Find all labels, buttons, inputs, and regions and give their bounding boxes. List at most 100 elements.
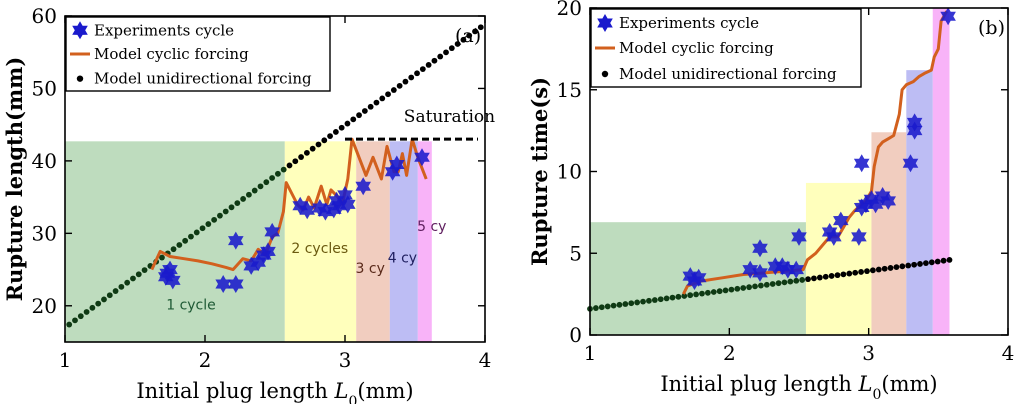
unidirectional-dot bbox=[592, 305, 599, 311]
unidirectional-dot bbox=[763, 281, 770, 288]
unidirectional-dot bbox=[373, 99, 380, 106]
unidirectional-dot bbox=[869, 267, 876, 274]
x-tick-label: 3 bbox=[862, 341, 875, 365]
unidirectional-dot bbox=[646, 297, 652, 304]
experiment-star bbox=[902, 154, 919, 173]
x-tick-label: 2 bbox=[723, 341, 736, 365]
x-tick-label: 1 bbox=[59, 348, 72, 372]
experiment-star bbox=[215, 275, 231, 293]
unidirectional-dot bbox=[875, 266, 882, 273]
unidirectional-dot bbox=[95, 300, 102, 307]
y-tick-label: 20 bbox=[32, 294, 57, 318]
unidirectional-dot bbox=[799, 277, 806, 283]
unidirectional-dot bbox=[217, 212, 223, 219]
unidirectional-dot bbox=[396, 82, 403, 89]
y-axis-label: Rupture time(s) bbox=[527, 77, 552, 266]
unidirectional-dot bbox=[332, 129, 339, 135]
y-tick-label: 0 bbox=[569, 323, 582, 347]
unidirectional-dot bbox=[852, 269, 859, 276]
unidirectional-dot bbox=[675, 293, 682, 300]
unidirectional-dot bbox=[286, 162, 293, 169]
x-axis-label: Initial plug length L0(mm) bbox=[136, 379, 413, 404]
unidirectional-dot bbox=[89, 304, 96, 311]
y-tick-label: 15 bbox=[557, 78, 582, 102]
legend-cyclic-label: Model cyclic forcing bbox=[619, 39, 774, 57]
unidirectional-dot bbox=[811, 275, 817, 282]
x-tick-label: 4 bbox=[479, 348, 492, 372]
unidirectional-dot bbox=[170, 246, 177, 253]
x-axis-label-sub: 0 bbox=[348, 394, 357, 404]
unidirectional-dot bbox=[846, 270, 853, 277]
region-5 bbox=[417, 141, 432, 342]
y-tick-label: 50 bbox=[32, 76, 57, 100]
unidirectional-dot bbox=[622, 301, 629, 307]
region-2 bbox=[284, 141, 357, 342]
unidirectional-dot bbox=[448, 45, 455, 52]
unidirectional-dot bbox=[390, 87, 397, 93]
unidirectional-dot bbox=[77, 313, 84, 320]
unidirectional-dot bbox=[911, 261, 918, 268]
unidirectional-dot bbox=[199, 225, 206, 232]
x-tick-label: 2 bbox=[199, 348, 212, 372]
unidirectional-dot bbox=[864, 268, 870, 275]
region-label-5: 5 cy bbox=[417, 219, 446, 235]
x-tick-label: 3 bbox=[339, 348, 352, 372]
x-axis-label-text: Initial plug length bbox=[136, 379, 334, 403]
experiment-star bbox=[851, 227, 867, 246]
unidirectional-dot bbox=[722, 287, 729, 294]
unidirectional-dot bbox=[604, 303, 611, 310]
unidirectional-dot bbox=[899, 263, 906, 270]
y-tick-label: 60 bbox=[32, 4, 57, 28]
experiment-star bbox=[826, 227, 842, 246]
experiment-star bbox=[228, 275, 244, 293]
unidirectional-dot bbox=[923, 260, 929, 267]
unidirectional-dot bbox=[663, 295, 670, 302]
unidirectional-dot bbox=[834, 272, 841, 279]
unidirectional-dot bbox=[781, 279, 788, 286]
unidirectional-dot bbox=[940, 257, 947, 264]
unidirectional-dot bbox=[101, 296, 107, 303]
unidirectional-dot bbox=[193, 229, 200, 236]
unidirectional-dot bbox=[425, 62, 432, 68]
experiment-star bbox=[389, 155, 405, 174]
x-axis-label-var: L bbox=[334, 379, 349, 403]
unidirectional-dot bbox=[66, 321, 73, 328]
unidirectional-dot bbox=[887, 265, 894, 271]
region-3 bbox=[356, 141, 390, 342]
x-tick-label: 1 bbox=[584, 341, 597, 365]
unidirectional-dot bbox=[881, 265, 888, 272]
y-tick-label: 30 bbox=[32, 221, 57, 245]
panel-a-chart: Saturation 1 cycle 2 cycles 3 cy4 cy5 cy 1 2 3… bbox=[2, 4, 495, 404]
experiment-star bbox=[340, 195, 356, 214]
region-label-4: 4 cy bbox=[388, 250, 417, 266]
unidirectional-dot bbox=[234, 200, 241, 207]
region-1 bbox=[65, 141, 285, 342]
unidirectional-dot bbox=[135, 271, 142, 278]
unidirectional-dot bbox=[466, 32, 473, 39]
unidirectional-dot bbox=[598, 304, 605, 311]
unidirectional-dot bbox=[634, 299, 641, 306]
unidirectional-dot bbox=[716, 288, 723, 295]
unidirectional-dot bbox=[710, 289, 717, 295]
experiment-star bbox=[752, 263, 768, 282]
experiment-star bbox=[906, 113, 923, 132]
unidirectional-dot bbox=[309, 145, 316, 152]
unidirectional-dot bbox=[454, 41, 461, 47]
legend-box bbox=[65, 16, 331, 92]
unidirectional-dot bbox=[934, 258, 941, 265]
unidirectional-dot bbox=[379, 95, 386, 102]
x-axis-label: Initial plug length L0(mm) bbox=[660, 372, 937, 403]
experiment-star bbox=[742, 260, 758, 279]
experiment-star bbox=[833, 211, 849, 230]
unidirectional-dot bbox=[681, 293, 688, 299]
unidirectional-dot bbox=[699, 290, 705, 297]
unidirectional-dot bbox=[141, 267, 148, 274]
unidirectional-dot bbox=[752, 283, 758, 290]
unidirectional-dot bbox=[893, 264, 900, 271]
x-axis-label-unit: (mm) bbox=[357, 379, 413, 403]
x-tick-label: 4 bbox=[1002, 341, 1015, 365]
unidirectional-dot bbox=[263, 179, 270, 186]
experiment-star bbox=[228, 231, 244, 250]
